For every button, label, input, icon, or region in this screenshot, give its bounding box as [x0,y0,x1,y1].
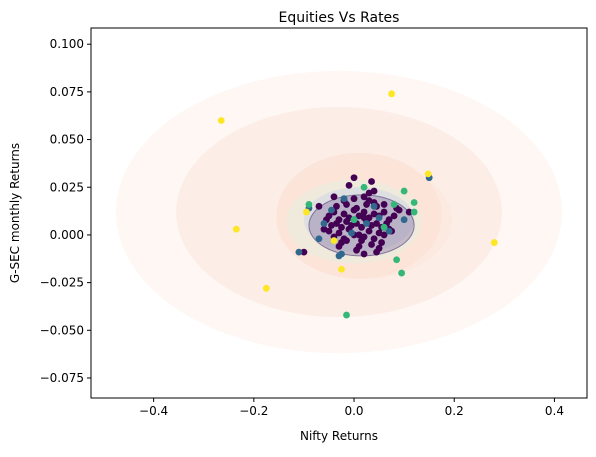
scatter-point-s1-2 [315,235,323,243]
scatter-point-s2-0 [305,201,313,208]
scatter-point-s0-22 [373,220,380,227]
scatter-point-s0-38 [333,202,340,210]
scatter-point-s1-15 [348,229,355,237]
scatter-point-s0-15 [338,223,345,231]
scatter-point-s0-66 [300,248,308,256]
scatter-point-s0-40 [353,204,360,212]
scatter-point-s1-9 [400,216,408,224]
scatter-point-s3-3 [232,225,240,233]
scatter-point-s3-1 [217,117,225,124]
scatter-point-s3-5 [262,284,270,292]
scatter-point-s0-45 [368,241,375,248]
scatter-point-s1-10 [370,202,378,210]
y-tick-label-2: −0.025 [40,276,84,290]
scatter-point-s0-19 [358,223,365,231]
scatter-point-s0-73 [368,178,375,185]
scatter-point-s0-72 [343,237,350,245]
scatter-point-s0-52 [350,195,358,203]
scatter-point-s0-16 [343,218,350,225]
scatter-point-s0-58 [380,201,388,208]
scatter-point-s0-37 [380,231,388,239]
scatter-point-s0-62 [350,174,358,182]
scatter-point-s0-70 [373,248,380,256]
scatter-point-s0-47 [320,225,328,233]
scatter-point-s2-11 [380,223,388,231]
scatter-point-s3-6 [338,265,345,273]
scatter-point-s0-44 [358,237,365,245]
scatter-point-s0-74 [353,246,360,254]
y-tick-label-5: 0.050 [50,133,84,147]
x-tick-label-0: −0.4 [139,404,168,418]
scatter-point-s0-29 [365,227,373,235]
y-tick-label-1: −0.050 [40,323,84,337]
scatter-point-s3-4 [490,239,498,246]
chart-title: Equities Vs Rates [279,10,400,26]
scatter-point-s3-8 [330,237,338,245]
scatter-point-s0-36 [370,235,378,243]
scatter-point-s0-11 [380,208,388,216]
scatter-point-s0-75 [360,214,368,222]
scatter-point-s3-7 [303,208,310,216]
scatter-point-s1-1 [295,248,303,256]
plot-frame [90,27,588,399]
scatter-point-s2-4 [390,201,398,208]
y-tick-label-7: 0.100 [50,37,84,51]
scatter-point-s1-4 [375,214,383,222]
scatter-point-s0-67 [405,208,413,216]
scatter-point-s0-14 [333,220,340,227]
x-axis-ticks: −0.4 −0.2 0.0 0.2 0.4 [139,398,564,418]
scatter-point-s0-7 [360,208,368,216]
x-axis-label: Nifty Returns [300,429,378,443]
y-axis-ticks: −0.075 −0.050 −0.025 0.000 0.025 0.050 0.075 0.… [40,37,91,385]
scatter-point-s2-6 [398,269,406,277]
scatter-point-s0-59 [335,242,343,250]
density-ellipses [116,70,562,354]
scatter-point-s2-2 [400,187,408,195]
scatter-points [217,90,498,319]
y-tick-label-4: 0.025 [50,180,84,194]
scatter-point-s1-7 [320,220,328,227]
y-axis-label: G-SEC monthly Returns [8,143,22,283]
scatter-point-s0-65 [365,189,373,197]
scatter-point-s3-2 [424,170,432,178]
scatter-point-s1-14 [363,220,370,227]
x-tick-label-3: 0.2 [445,404,464,418]
scatter-point-s1-5 [385,227,393,235]
scatter-point-s2-10 [410,208,418,216]
scatter-point-s1-11 [328,206,335,214]
scatter-point-s0-55 [360,193,368,201]
scatter-point-s0-26 [335,229,343,237]
scatter-point-s2-1 [360,183,368,191]
scatter-point-s1-8 [338,250,345,258]
y-tick-label-0: −0.075 [40,371,84,385]
scatter-point-s0-57 [330,193,338,201]
scatter-point-s1-12 [340,195,348,203]
scatter-point-s0-48 [390,212,398,220]
y-tick-label-6: 0.075 [50,85,84,99]
x-tick-label-1: −0.2 [239,404,268,418]
scatter-point-s2-5 [393,256,401,264]
x-tick-label-4: 0.4 [545,404,564,418]
scatter-point-s0-68 [315,202,323,210]
scatter-point-s2-7 [343,311,350,319]
scatter-point-s2-9 [350,216,358,224]
scatter-point-s0-46 [378,239,385,246]
scatter-point-s0-71 [360,250,368,258]
y-tick-label-3: 0.000 [50,228,84,242]
scatter-point-s0-3 [340,210,348,218]
scatter-point-s2-3 [410,199,418,206]
x-tick-label-2: 0.0 [344,404,363,418]
scatter-point-s3-0 [388,90,396,98]
scatter-point-s0-64 [345,181,353,189]
